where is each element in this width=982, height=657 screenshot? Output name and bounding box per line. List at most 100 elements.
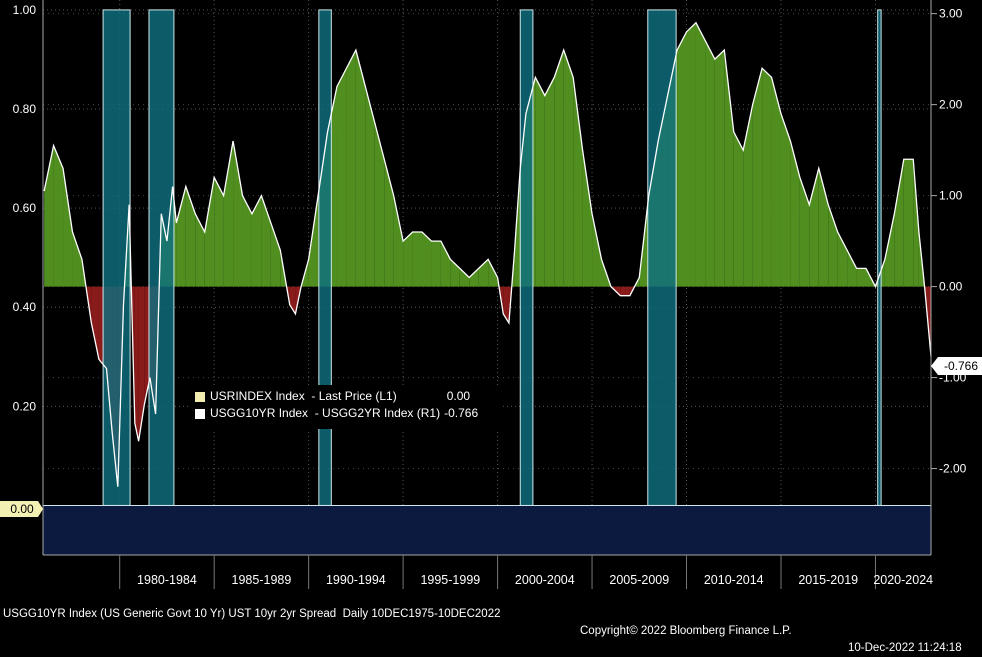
right-marker-label: -0.766 [944, 359, 978, 373]
left-tick-label-0: 1.00 [13, 3, 37, 17]
spread-area-segment-13-0 [138, 286, 145, 442]
right-value-marker: -0.766 [931, 357, 982, 375]
left-marker-shape [0, 501, 43, 517]
spread-area-segment-3-0 [72, 232, 82, 287]
legend-item-spread: USGG10YR Index - USGG2YR Index (R1) -0.7… [189, 405, 502, 422]
spread-area-segment-42-0 [374, 122, 385, 287]
spread-area-segment-88-0 [790, 141, 800, 287]
right-axis: 3.002.001.000.00-1.00-2.00 [931, 7, 967, 476]
left-tick-label-3: 0.40 [13, 300, 37, 314]
spread-area-segment-81-0 [724, 50, 734, 287]
spread-area-segment-93-0 [837, 232, 848, 287]
spread-area-segment-50-0 [450, 259, 460, 287]
spread-area-segment-2-0 [63, 168, 73, 287]
spread-area-segment-87-0 [780, 113, 791, 287]
spread-area-segment-20-0 [176, 186, 186, 287]
spread-area-segment-51-0 [459, 268, 470, 287]
spread-area-segment-40-0 [355, 50, 366, 287]
recession-bar-2 [318, 9, 332, 506]
spread-area-segment-100-0 [903, 159, 914, 287]
legend-label-spread: USGG10YR Index - USGG2YR Index (R1) [210, 406, 441, 420]
spread-area-segment-27-0 [242, 195, 252, 287]
spread-area-segment-64-0 [563, 50, 574, 287]
legend-swatch-recession [195, 391, 205, 402]
spread-area-segment-86-0 [771, 77, 781, 287]
recession-bar-1 [148, 9, 175, 506]
spread-area-segment-70-0 [620, 286, 630, 296]
footer: USGG10YR Index (US Generic Govt 10 Yr) U… [0, 589, 982, 654]
spread-area-segment-1-0 [53, 145, 64, 287]
spread-area-segment-39-0 [346, 50, 356, 287]
x-tick-label-6: 2010-2014 [704, 573, 764, 587]
left-tick-label-1: 0.80 [13, 102, 37, 116]
spread-area-segment-21-0 [185, 186, 196, 287]
spread-area-segment-82-0 [733, 131, 744, 287]
right-marker-shape [931, 357, 982, 375]
x-tick-label-0: 1980-1984 [137, 573, 197, 587]
spread-area-segment-26-0 [233, 141, 243, 287]
x-tick-label-7: 2015-2019 [798, 573, 858, 587]
spread-area-segment-28-0 [251, 195, 262, 287]
spread-area-segment-46-0 [412, 232, 423, 287]
spread-area-segment-22-0 [195, 213, 205, 287]
spread-area-segment-56-0 [503, 286, 509, 323]
footer-copyright: Copyright© 2022 Bloomberg Finance L.P. [580, 625, 792, 637]
spread-area-segment-23-0 [204, 177, 215, 287]
left-value-marker: 0.00 [0, 501, 43, 517]
spread-area-segment-98-0 [884, 213, 895, 287]
spread-area-segment-47-0 [422, 232, 432, 287]
spread-area-segment-89-0 [799, 177, 810, 287]
spread-area-segment-25-0 [223, 141, 234, 287]
left-marker-label: 0.00 [10, 502, 34, 516]
legend-value-spread: -0.766 [444, 406, 479, 420]
spread-area-segment-61-0 [535, 77, 545, 287]
left-tick-label-2: 0.60 [13, 201, 37, 215]
spread-area-segment-63-0 [554, 50, 564, 287]
spread-area-segment-32-0 [289, 286, 296, 314]
spread-area-segment-77-0 [686, 22, 696, 287]
spread-area-segment-76-0 [677, 31, 687, 287]
legend: USRINDEX Index - Last Price (L1) 0.00 US… [189, 385, 502, 429]
x-tick-label-8: 2020-2024 [873, 573, 933, 587]
right-tick-label-1: 2.00 [939, 98, 963, 112]
x-tick-label-4: 2000-2004 [515, 573, 575, 587]
spread-area-segment-80-0 [714, 50, 725, 287]
x-tick-label-3: 1995-1999 [420, 573, 480, 587]
spread-area-segment-66-0 [582, 150, 593, 287]
spread-line-path [43, 21, 932, 487]
spread-area-segment-45-0 [403, 232, 413, 287]
spread-area-segment-84-0 [752, 68, 763, 287]
baseline-band-rect [43, 505, 931, 555]
x-tick-label-5: 2005-2009 [609, 573, 669, 587]
spread-area-segment-24-0 [214, 177, 224, 287]
spread-area-segment-52-0 [469, 268, 479, 287]
left-tick-label-4: 0.20 [13, 399, 37, 413]
spread-area-segment-101-0 [913, 159, 919, 287]
right-tick-label-5: -2.00 [939, 462, 967, 476]
spread-area-segment-85-0 [762, 68, 772, 287]
right-tick-label-3: 0.00 [939, 280, 963, 294]
spread-area-segment-35-0 [308, 195, 319, 287]
spread-area-segment-48-0 [431, 241, 441, 287]
spread-area-segment-65-0 [573, 77, 583, 287]
footer-description: USGG10YR Index (US Generic Govt 10 Yr) U… [3, 608, 501, 620]
spread-area-segment-79-0 [705, 40, 715, 287]
spread-area-segment-54-0 [488, 259, 498, 287]
left-axis: 1.00 0.80 0.60 0.40 0.20 [13, 3, 37, 413]
spread-area-segment-67-0 [592, 213, 602, 287]
spread-area-segment-99-0 [894, 159, 904, 287]
spread-area-segment-95-0 [856, 268, 867, 287]
baseline-band [43, 505, 931, 555]
legend-label-recession: USRINDEX Index - Last Price (L1) [210, 389, 397, 403]
spread-area-segment-62-0 [544, 77, 555, 287]
spread-area-segment-12-0 [134, 286, 139, 442]
legend-swatch-spread [195, 408, 205, 419]
spread-area-segment-30-0 [270, 222, 281, 287]
spread-area-segment-49-0 [440, 241, 451, 287]
chart-svg: 1.000.800.600.400.20 3.002.001.000.00-1.… [0, 0, 982, 589]
x-axis: 1980-1984 1985-1989 1990-1994 1995-1999 2000… [119, 555, 933, 589]
spread-area-segment-78-0 [695, 22, 706, 287]
spread-area-segment-38-0 [336, 68, 347, 287]
right-tick-label-2: 1.00 [939, 189, 963, 203]
spread-area-segment-43-0 [384, 159, 394, 287]
